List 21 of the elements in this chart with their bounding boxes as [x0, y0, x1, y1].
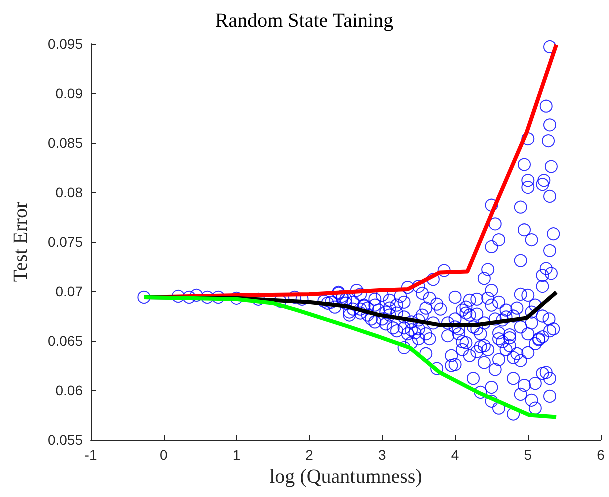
y-tick-label: 0.055 — [48, 432, 84, 448]
x-tick-label: 2 — [306, 447, 314, 463]
y-tick-label: 0.075 — [48, 234, 84, 250]
x-tick-label: 0 — [160, 447, 168, 463]
x-tick-label: 4 — [451, 447, 460, 463]
y-axis-title: Test Error — [10, 202, 32, 282]
x-tick-label: 1 — [232, 447, 241, 463]
x-tick-label: 3 — [378, 447, 387, 463]
x-axis-title: log (Quantumness) — [270, 466, 422, 488]
y-tick-label: 0.065 — [48, 333, 84, 349]
x-tick-label: 6 — [597, 447, 606, 463]
y-tick-label: 0.09 — [56, 86, 84, 102]
y-tick-label: 0.085 — [48, 135, 84, 151]
chart-title: Random State Taining — [215, 10, 394, 32]
x-tick-label: 5 — [524, 447, 532, 463]
line-series — [142, 295, 559, 420]
y-tick-label: 0.095 — [48, 36, 84, 52]
y-tick-label: 0.07 — [56, 284, 84, 300]
y-tick-label: 0.08 — [56, 184, 84, 200]
y-tick-label: 0.06 — [56, 382, 84, 398]
x-tick-label: -1 — [84, 447, 98, 463]
